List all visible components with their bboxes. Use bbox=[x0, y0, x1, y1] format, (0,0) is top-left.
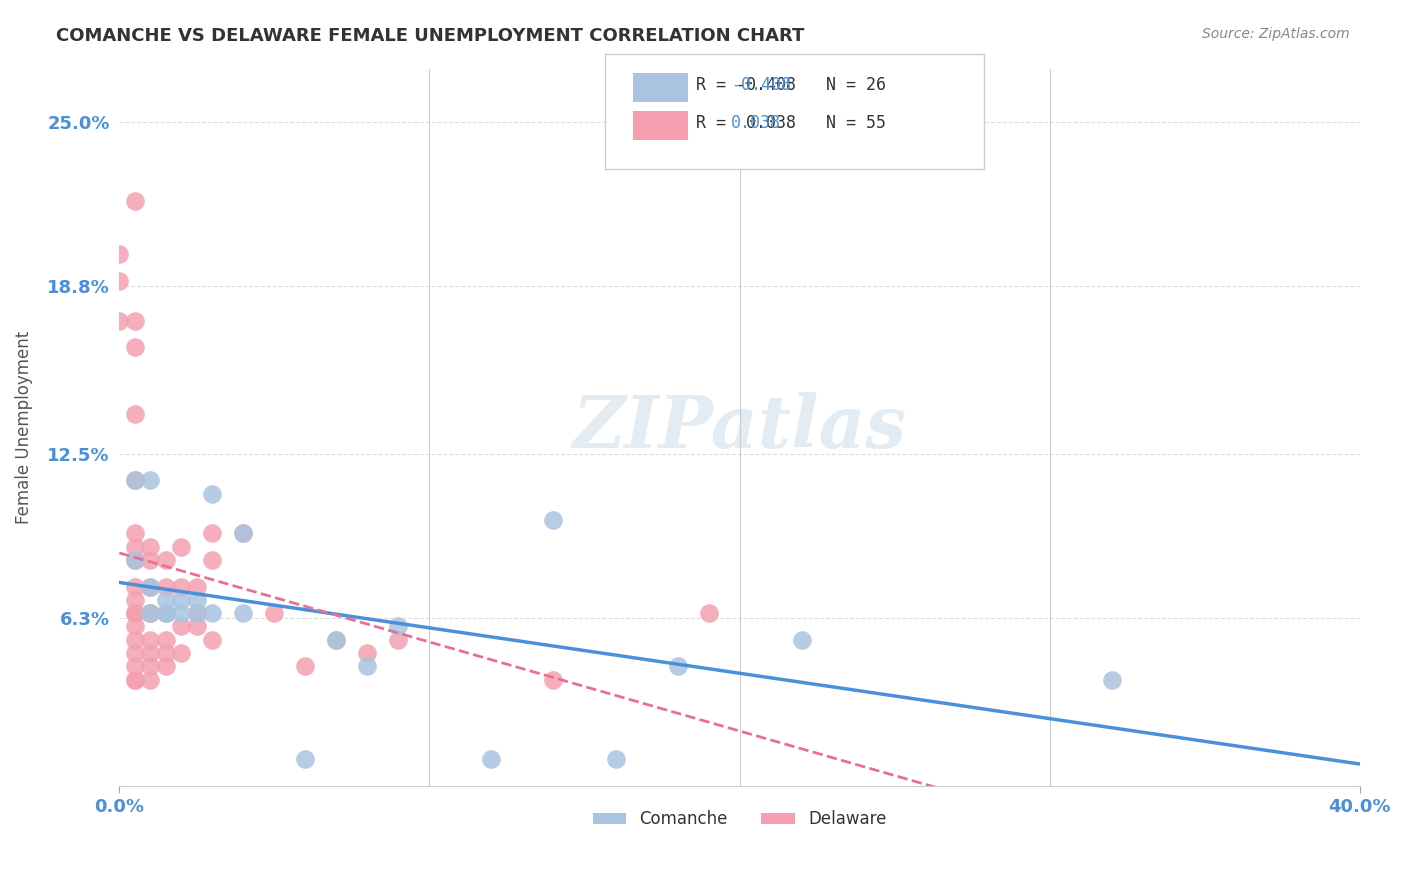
Point bbox=[124, 194, 146, 209]
Point bbox=[124, 580, 146, 594]
Point bbox=[139, 606, 162, 620]
Point bbox=[356, 659, 378, 673]
Point bbox=[155, 606, 177, 620]
Text: 0.038: 0.038 bbox=[731, 114, 782, 132]
Text: ZIPatlas: ZIPatlas bbox=[572, 392, 907, 463]
Point bbox=[124, 553, 146, 567]
Point bbox=[232, 606, 254, 620]
Point bbox=[666, 659, 689, 673]
Point bbox=[201, 486, 224, 500]
Point bbox=[201, 526, 224, 541]
Point bbox=[201, 632, 224, 647]
Point bbox=[481, 752, 503, 766]
Point bbox=[356, 646, 378, 660]
Point bbox=[543, 513, 565, 527]
Legend: Comanche, Delaware: Comanche, Delaware bbox=[586, 804, 893, 835]
Point bbox=[294, 752, 316, 766]
Point bbox=[186, 592, 208, 607]
Point bbox=[124, 592, 146, 607]
Point bbox=[108, 314, 131, 328]
Point bbox=[124, 341, 146, 355]
Point bbox=[186, 580, 208, 594]
Point bbox=[697, 606, 720, 620]
Point bbox=[232, 526, 254, 541]
Point bbox=[155, 606, 177, 620]
Point bbox=[155, 606, 177, 620]
Point bbox=[232, 526, 254, 541]
Point bbox=[124, 673, 146, 687]
Point bbox=[108, 274, 131, 288]
Point bbox=[124, 606, 146, 620]
Point bbox=[124, 540, 146, 554]
Point bbox=[108, 247, 131, 261]
Point bbox=[155, 553, 177, 567]
Point bbox=[139, 473, 162, 487]
Text: R = -0.408   N = 26: R = -0.408 N = 26 bbox=[696, 76, 886, 94]
Point bbox=[170, 592, 193, 607]
Point bbox=[124, 473, 146, 487]
Point bbox=[155, 580, 177, 594]
Point bbox=[139, 580, 162, 594]
Point bbox=[790, 632, 813, 647]
Point bbox=[387, 619, 409, 633]
Point bbox=[155, 592, 177, 607]
Point bbox=[543, 673, 565, 687]
Point bbox=[170, 619, 193, 633]
Point bbox=[124, 407, 146, 421]
Point bbox=[170, 646, 193, 660]
Point bbox=[124, 632, 146, 647]
Point bbox=[139, 580, 162, 594]
Point bbox=[139, 659, 162, 673]
Point bbox=[170, 540, 193, 554]
Y-axis label: Female Unemployment: Female Unemployment bbox=[15, 331, 32, 524]
Point bbox=[170, 606, 193, 620]
Point bbox=[1101, 673, 1123, 687]
Point bbox=[201, 553, 224, 567]
Point bbox=[124, 619, 146, 633]
Point bbox=[170, 580, 193, 594]
Point bbox=[124, 553, 146, 567]
Point bbox=[139, 553, 162, 567]
Point bbox=[186, 606, 208, 620]
Point bbox=[325, 632, 347, 647]
Point bbox=[155, 646, 177, 660]
Point bbox=[139, 646, 162, 660]
Point bbox=[155, 632, 177, 647]
Point bbox=[387, 632, 409, 647]
Point bbox=[186, 619, 208, 633]
Point bbox=[263, 606, 285, 620]
Point bbox=[124, 473, 146, 487]
Point bbox=[139, 673, 162, 687]
Point bbox=[124, 646, 146, 660]
Point bbox=[325, 632, 347, 647]
Point bbox=[139, 606, 162, 620]
Point bbox=[124, 606, 146, 620]
Point bbox=[201, 606, 224, 620]
Point bbox=[124, 659, 146, 673]
Point bbox=[605, 752, 627, 766]
Text: -0.408: -0.408 bbox=[731, 76, 792, 94]
Point bbox=[124, 673, 146, 687]
Point bbox=[124, 606, 146, 620]
Point bbox=[186, 606, 208, 620]
Point bbox=[139, 632, 162, 647]
Point bbox=[155, 659, 177, 673]
Text: COMANCHE VS DELAWARE FEMALE UNEMPLOYMENT CORRELATION CHART: COMANCHE VS DELAWARE FEMALE UNEMPLOYMENT… bbox=[56, 27, 804, 45]
Point bbox=[139, 540, 162, 554]
Point bbox=[124, 526, 146, 541]
Point bbox=[139, 606, 162, 620]
Text: Source: ZipAtlas.com: Source: ZipAtlas.com bbox=[1202, 27, 1350, 41]
Text: R =  0.038   N = 55: R = 0.038 N = 55 bbox=[696, 114, 886, 132]
Point bbox=[124, 314, 146, 328]
Point bbox=[294, 659, 316, 673]
